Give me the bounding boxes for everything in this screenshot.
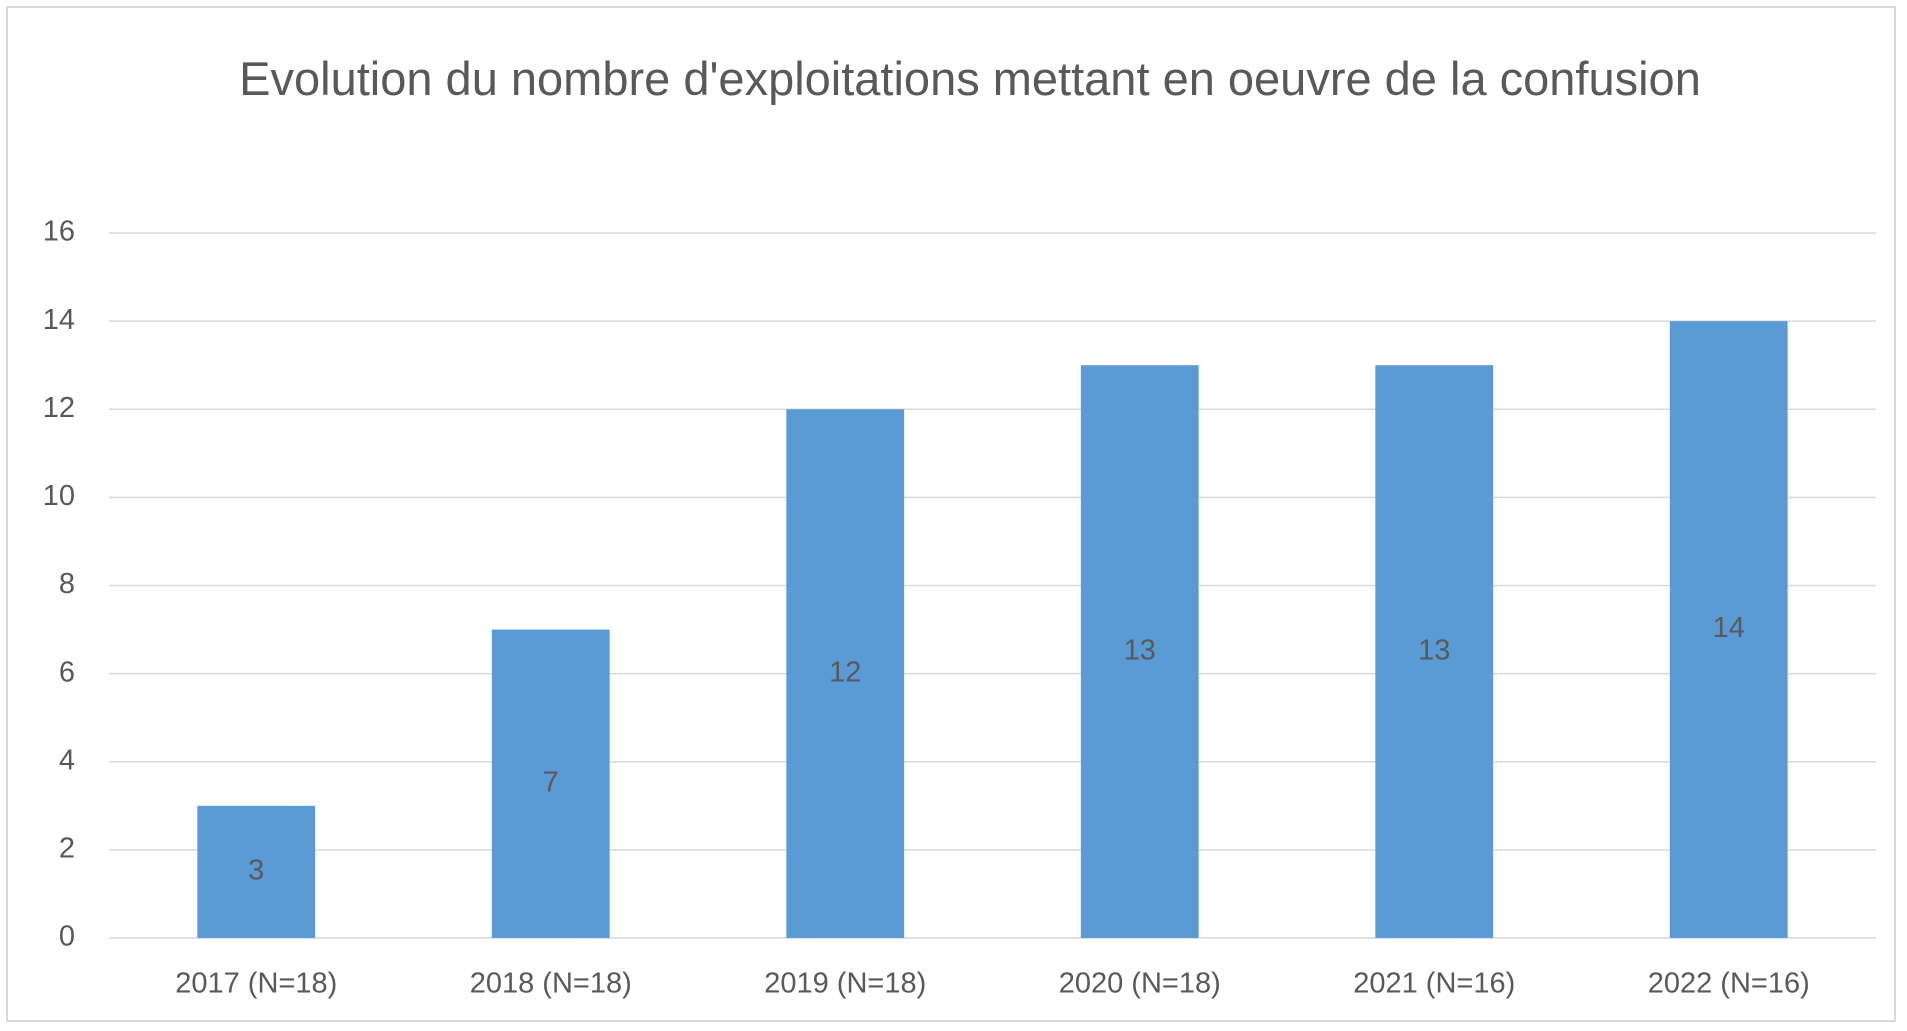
x-tick-label: 2020 (N=18): [1059, 968, 1221, 1000]
value-label: 12: [829, 656, 861, 688]
y-tick-label: 10: [43, 480, 75, 512]
value-label: 13: [1418, 634, 1450, 666]
y-tick-label: 0: [59, 921, 75, 953]
y-tick-label: 2: [59, 833, 75, 865]
x-tick-label: 2022 (N=16): [1648, 968, 1810, 1000]
x-tick-label: 2018 (N=18): [470, 968, 632, 1000]
bar: [1080, 365, 1199, 938]
y-tick-label: 8: [59, 568, 75, 600]
bar: [786, 409, 905, 938]
x-tick-label: 2021 (N=16): [1353, 968, 1515, 1000]
y-tick-label: 14: [43, 304, 75, 336]
y-tick-label: 4: [59, 744, 75, 776]
value-label: 3: [248, 855, 264, 887]
bar: [1375, 365, 1494, 938]
bar: [1669, 321, 1788, 938]
value-label: 14: [1713, 612, 1745, 644]
bar: [491, 629, 610, 938]
x-tick-label: 2017 (N=18): [175, 968, 337, 1000]
chart-frame: [6, 6, 1896, 1022]
value-label: 13: [1124, 634, 1156, 666]
bar: [197, 805, 316, 938]
y-tick-label: 6: [59, 656, 75, 688]
x-tick-label: 2019 (N=18): [764, 968, 926, 1000]
y-tick-label: 16: [43, 216, 75, 248]
value-label: 7: [543, 766, 559, 798]
chart-title: Evolution du nombre d'exploitations mett…: [239, 52, 1701, 105]
y-tick-label: 12: [43, 392, 75, 424]
